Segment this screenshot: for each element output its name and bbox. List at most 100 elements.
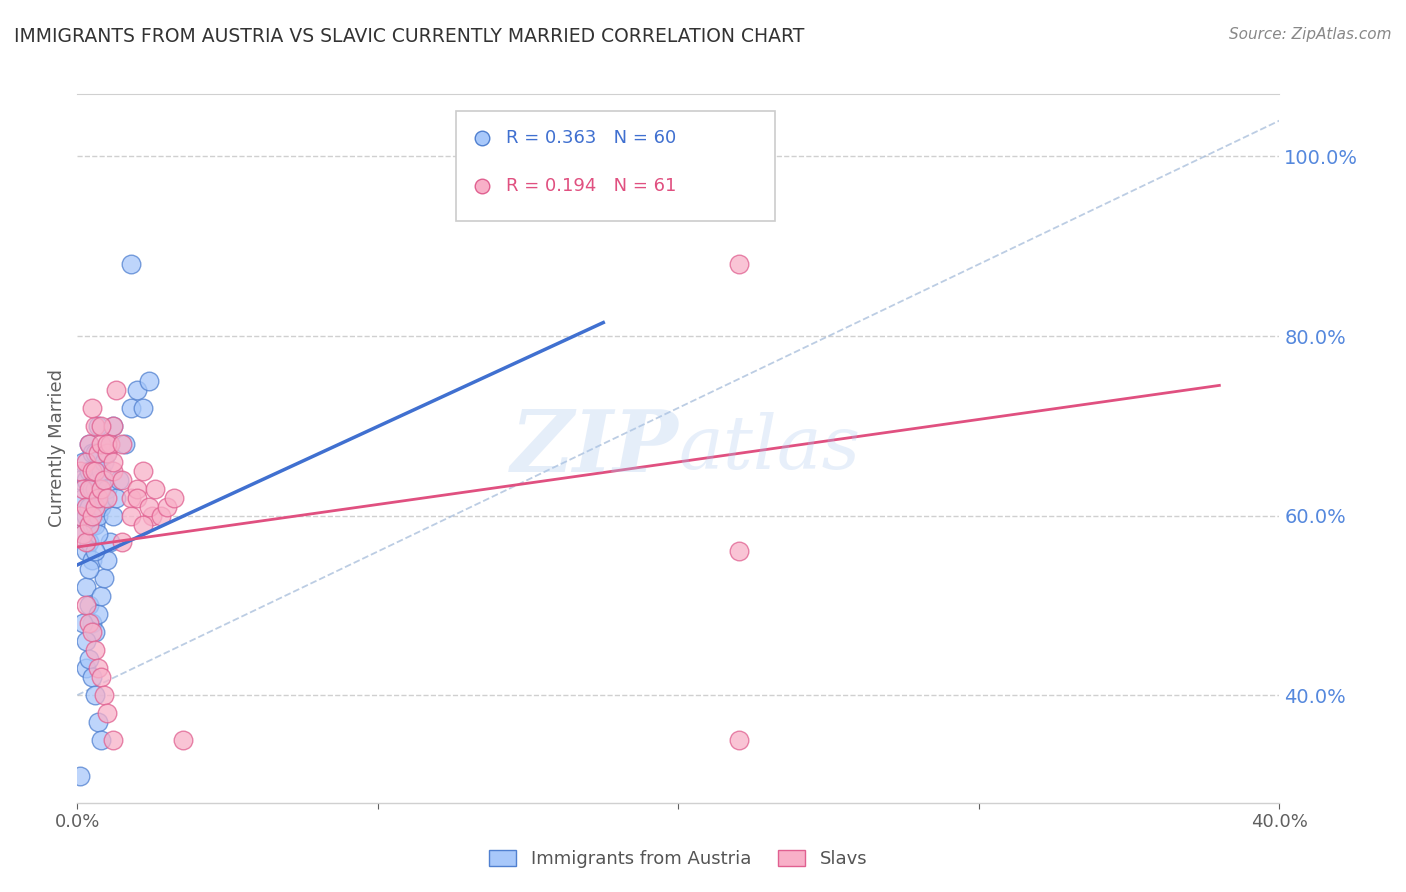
- Point: [72, 616, 94, 631]
- Point: [93, 473, 115, 487]
- Point: [79, 517, 101, 532]
- Point: [103, 508, 125, 523]
- Point: [111, 535, 134, 549]
- Point: [111, 473, 134, 487]
- Text: IMMIGRANTS FROM AUSTRIA VS SLAVIC CURRENTLY MARRIED CORRELATION CHART: IMMIGRANTS FROM AUSTRIA VS SLAVIC CURREN…: [14, 27, 804, 45]
- Point: [96, 491, 118, 505]
- Point: [90, 482, 112, 496]
- Point: [93, 571, 115, 585]
- Point: [87, 714, 110, 729]
- Point: [75, 473, 97, 487]
- Point: [96, 436, 118, 450]
- Point: [82, 401, 104, 415]
- Point: [82, 616, 104, 631]
- Point: [93, 455, 115, 469]
- Point: [72, 526, 94, 541]
- Point: [96, 706, 118, 720]
- Point: [103, 418, 125, 433]
- Point: [75, 455, 97, 469]
- Point: [103, 418, 125, 433]
- Point: [75, 535, 97, 549]
- Point: [79, 599, 101, 613]
- Point: [727, 257, 749, 271]
- Point: [145, 482, 167, 496]
- Point: [84, 418, 107, 433]
- Point: [82, 625, 104, 640]
- Point: [90, 464, 112, 478]
- Point: [127, 383, 149, 397]
- Point: [79, 436, 101, 450]
- Point: [69, 473, 91, 487]
- Point: [120, 257, 142, 271]
- Point: [111, 436, 134, 450]
- Text: R = 0.194   N = 61: R = 0.194 N = 61: [506, 177, 676, 194]
- Point: [82, 446, 104, 460]
- Point: [87, 661, 110, 675]
- Point: [75, 508, 97, 523]
- Point: [84, 464, 107, 478]
- Point: [103, 464, 125, 478]
- Point: [150, 508, 173, 523]
- Point: [100, 535, 122, 549]
- Point: [96, 446, 118, 460]
- Point: [127, 491, 149, 505]
- Point: [93, 688, 115, 702]
- FancyBboxPatch shape: [456, 112, 775, 221]
- Point: [90, 418, 112, 433]
- Point: [90, 733, 112, 747]
- Point: [84, 544, 107, 558]
- Point: [90, 436, 112, 450]
- Text: atlas: atlas: [679, 412, 860, 484]
- Point: [72, 491, 94, 505]
- Point: [84, 446, 107, 460]
- Point: [87, 446, 110, 460]
- Y-axis label: Currently Married: Currently Married: [48, 369, 66, 527]
- Point: [87, 491, 110, 505]
- Point: [120, 401, 142, 415]
- Point: [84, 688, 107, 702]
- Text: R = 0.363   N = 60: R = 0.363 N = 60: [506, 129, 676, 147]
- Point: [100, 436, 122, 450]
- Point: [79, 535, 101, 549]
- Point: [132, 464, 155, 478]
- Point: [132, 401, 155, 415]
- Point: [82, 482, 104, 496]
- Legend: Immigrants from Austria, Slavs: Immigrants from Austria, Slavs: [482, 843, 875, 875]
- Point: [75, 544, 97, 558]
- Point: [82, 517, 104, 532]
- Point: [138, 374, 160, 388]
- Point: [69, 769, 91, 783]
- Point: [103, 733, 125, 747]
- Point: [1078, 266, 1101, 280]
- Point: [105, 491, 128, 505]
- Point: [79, 436, 101, 450]
- Point: [87, 607, 110, 622]
- Point: [156, 500, 179, 514]
- Point: [114, 436, 136, 450]
- Point: [79, 482, 101, 496]
- Point: [84, 625, 107, 640]
- Point: [82, 553, 104, 567]
- Point: [90, 590, 112, 604]
- Point: [103, 455, 125, 469]
- Point: [82, 670, 104, 684]
- Point: [87, 473, 110, 487]
- Point: [120, 491, 142, 505]
- Point: [96, 482, 118, 496]
- Point: [72, 526, 94, 541]
- Point: [90, 500, 112, 514]
- Point: [120, 508, 142, 523]
- Point: [127, 482, 149, 496]
- Point: [69, 508, 91, 523]
- Point: [82, 508, 104, 523]
- Point: [82, 464, 104, 478]
- Point: [79, 562, 101, 576]
- Point: [162, 491, 184, 505]
- Text: ZIP: ZIP: [510, 407, 679, 490]
- Point: [75, 580, 97, 594]
- Point: [108, 473, 131, 487]
- Point: [1078, 206, 1101, 220]
- Point: [727, 733, 749, 747]
- Point: [79, 652, 101, 666]
- Point: [69, 464, 91, 478]
